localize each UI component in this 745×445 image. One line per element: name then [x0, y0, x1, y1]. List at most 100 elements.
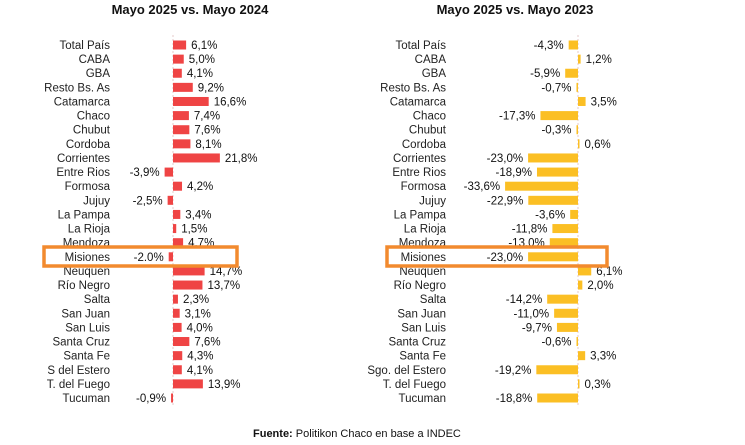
- left-category-label: San Juan: [61, 308, 110, 320]
- left-value-label: 1,5%: [181, 224, 207, 236]
- left-bar: [173, 96, 209, 106]
- left-category-label: S del Estero: [47, 365, 110, 377]
- left-bar: [173, 294, 178, 304]
- right-bar: [505, 181, 578, 191]
- left-value-label: 4,3%: [187, 351, 213, 363]
- right-value-label: -18,9%: [496, 167, 532, 179]
- right-value-label: 6,1%: [596, 266, 622, 278]
- left-category-label: CABA: [79, 54, 111, 66]
- right-value-label: -3,6%: [535, 209, 565, 221]
- right-value-label: 3,3%: [590, 351, 616, 363]
- right-category-label: Cordoba: [402, 139, 447, 151]
- left-category-label: Chubut: [73, 125, 111, 137]
- right-bar: [570, 209, 578, 219]
- right-bar: [578, 280, 583, 290]
- right-category-label: Entre Rios: [392, 167, 446, 179]
- right-category-label: San Juan: [397, 308, 446, 320]
- right-bar: [549, 238, 578, 248]
- left-category-label: Río Negro: [58, 280, 110, 292]
- left-bar: [173, 68, 182, 78]
- right-bar: [576, 82, 578, 92]
- right-bar: [540, 111, 578, 121]
- left-value-label: 4,2%: [187, 181, 213, 193]
- left-highlight-box: [42, 245, 239, 268]
- left-bar: [173, 308, 180, 318]
- right-category-label: Total País: [396, 40, 447, 52]
- left-bar: [168, 252, 173, 262]
- left-value-label: 7,6%: [194, 125, 220, 137]
- right-category-label: La Pampa: [394, 209, 447, 221]
- left-value-label: -2.0%: [134, 252, 164, 264]
- right-bar: [528, 153, 578, 163]
- left-value-label: 8,1%: [195, 139, 221, 151]
- right-bar: [578, 96, 586, 106]
- left-bar: [164, 167, 173, 177]
- left-value-label: 14,7%: [210, 266, 243, 278]
- right-value-label: -17,3%: [499, 111, 535, 123]
- left-category-label: Resto Bs. As: [44, 82, 110, 94]
- left-value-label: 4,1%: [187, 68, 213, 80]
- right-value-label: -0,7%: [541, 82, 571, 94]
- left-value-label: 6,1%: [191, 40, 217, 52]
- left-value-label: -3,9%: [130, 167, 160, 179]
- left-value-label: 13,9%: [208, 379, 241, 391]
- right-category-label: CABA: [415, 54, 447, 66]
- right-bar: [578, 351, 586, 361]
- right-category-label: Chaco: [413, 111, 446, 123]
- left-bar: [173, 153, 220, 163]
- right-category-label: Misiones: [401, 252, 447, 264]
- right-value-label: -23,0%: [487, 252, 523, 264]
- right-value-label: -18,8%: [496, 393, 532, 405]
- right-value-label: 3,5%: [591, 96, 617, 108]
- right-bar: [537, 393, 578, 403]
- right-value-label: -11,8%: [512, 224, 548, 236]
- right-category-label: T. del Fuego: [383, 379, 446, 391]
- right-value-label: -0,3%: [541, 125, 571, 137]
- left-value-label: -0,9%: [136, 393, 166, 405]
- right-value-label: 1,2%: [586, 54, 612, 66]
- left-bar: [173, 209, 181, 219]
- left-value-label: 4,1%: [187, 365, 213, 377]
- right-category-label: Catamarca: [390, 96, 447, 108]
- left-value-label: 2,3%: [183, 294, 209, 306]
- right-category-label: Río Negro: [394, 280, 446, 292]
- left-bar: [173, 54, 184, 64]
- left-value-label: 13,7%: [207, 280, 240, 292]
- source-text: Politikon Chaco en base a INDEC: [293, 428, 461, 440]
- left-category-label: Catamarca: [54, 96, 111, 108]
- right-category-label: Neuquen: [399, 266, 446, 278]
- right-bar: [536, 365, 578, 375]
- right-bar: [578, 266, 592, 276]
- left-category-label: La Pampa: [58, 209, 111, 221]
- left-value-label: 3,1%: [185, 308, 211, 320]
- right-bar: [547, 294, 578, 304]
- left-category-label: Misiones: [65, 252, 111, 264]
- right-bar: [565, 68, 578, 78]
- left-value-label: 9,2%: [198, 82, 224, 94]
- left-value-label: 7,6%: [194, 337, 220, 349]
- right-value-label: -22,9%: [487, 195, 523, 207]
- right-category-label: Jujuy: [419, 195, 446, 207]
- left-value-label: -2,5%: [133, 195, 163, 207]
- right-bar: [528, 195, 578, 205]
- left-value-label: 7,4%: [194, 111, 220, 123]
- right-value-label: -23,0%: [487, 153, 523, 165]
- left-bar: [171, 393, 173, 403]
- left-bar: [173, 82, 193, 92]
- right-bar: [568, 40, 578, 50]
- right-category-label: Formosa: [401, 181, 447, 193]
- source-prefix: Fuente:: [253, 428, 293, 440]
- left-category-label: Chaco: [77, 111, 110, 123]
- chart-title-left: Mayo 2025 vs. Mayo 2024: [112, 2, 270, 17]
- left-bar: [173, 266, 205, 276]
- right-value-label: -19,2%: [495, 365, 531, 377]
- left-bar: [173, 139, 191, 149]
- right-bar: [556, 322, 578, 332]
- left-category-label: Cordoba: [66, 139, 111, 151]
- left-category-label: Formosa: [65, 181, 111, 193]
- right-bar: [552, 224, 578, 234]
- right-value-label: 0,3%: [585, 379, 611, 391]
- left-value-label: 21,8%: [225, 153, 258, 165]
- left-category-label: Santa Fe: [63, 351, 110, 363]
